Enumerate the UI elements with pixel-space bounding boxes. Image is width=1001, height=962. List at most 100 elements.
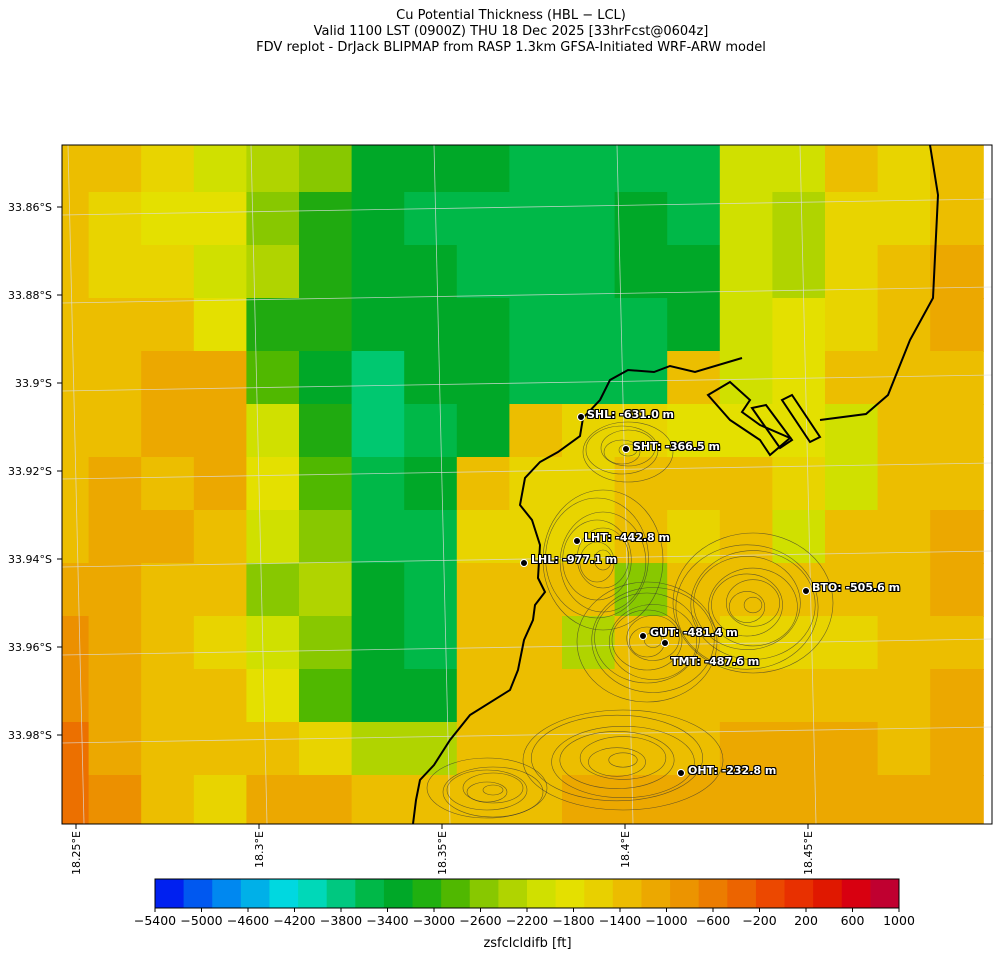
station-label-shl: SHL: -631.0 m <box>587 408 675 421</box>
raster-cell <box>246 145 300 193</box>
station-dot-lhl <box>520 559 528 567</box>
raster-cell <box>88 245 143 299</box>
raster-cell <box>456 510 511 564</box>
title-line-3: FDV replot - DrJack BLIPMAP from RASP 1.… <box>256 40 766 55</box>
raster-cell <box>141 722 195 776</box>
station-label-oht: OHT: -232.8 m <box>688 764 777 777</box>
raster-cell <box>404 563 458 617</box>
contour-line <box>530 714 704 802</box>
raster-cell <box>404 192 458 246</box>
colorbar-tick-label: −3400 <box>366 913 409 928</box>
coastline <box>412 145 940 824</box>
raster-cell <box>246 457 300 511</box>
raster-cell <box>193 192 248 246</box>
axis-ticks <box>57 206 809 829</box>
raster-cell <box>562 351 616 405</box>
colorbar-tick-label: −3800 <box>319 913 363 928</box>
contour-line <box>446 769 528 811</box>
contour-line <box>611 609 683 671</box>
raster-cell <box>877 457 932 511</box>
lat-label-1: 33.86°S <box>8 201 52 214</box>
raster-cell <box>772 404 826 458</box>
raster-cell <box>141 510 195 564</box>
raster-cell <box>351 298 406 352</box>
raster-cell <box>614 245 669 299</box>
raster-cell <box>877 245 932 299</box>
raster-cell <box>351 145 406 193</box>
contour-line <box>576 527 630 589</box>
raster-cell <box>193 145 248 193</box>
raster-cell <box>877 145 932 193</box>
station-dot-oht <box>677 769 685 777</box>
graticule <box>62 145 992 824</box>
colorbar <box>154 878 900 912</box>
raster-cell <box>930 510 984 564</box>
colorbar-swatch <box>641 879 671 908</box>
raster-cell <box>719 145 774 193</box>
raster-cell <box>930 404 984 458</box>
raster-cell <box>456 616 511 670</box>
raster-cell <box>404 669 458 723</box>
raster-cell <box>877 298 932 352</box>
colorbar-tick-label: −1400 <box>598 913 642 928</box>
raster-cell <box>88 457 143 511</box>
contour-line <box>588 747 646 777</box>
contour-line <box>643 632 663 648</box>
station-label-lht: LHT: -442.8 m <box>584 531 670 544</box>
raster-cell <box>193 351 248 405</box>
raster-cell <box>141 298 195 352</box>
raster-cell <box>772 669 826 723</box>
raster-cell <box>193 563 248 617</box>
raster-cell <box>62 510 90 564</box>
raster-cell <box>772 145 826 193</box>
colorbar-swatch <box>441 879 471 908</box>
raster-cell <box>456 351 511 405</box>
raster-cell <box>667 351 721 405</box>
contour-line <box>426 757 548 819</box>
raster-cell <box>299 457 353 511</box>
colorbar-swatch <box>212 879 242 908</box>
colorbar-swatch <box>383 879 414 908</box>
raster-cell <box>719 298 774 352</box>
colorbar-tick-label: −4600 <box>226 913 270 928</box>
contour-line <box>559 731 675 789</box>
raster-cell <box>246 722 300 776</box>
raster-cell <box>299 722 353 776</box>
raster-cell <box>299 145 353 193</box>
raster-cell <box>246 669 300 723</box>
colorbar-swatch <box>527 879 557 908</box>
raster-cell <box>351 245 406 299</box>
raster-cell <box>299 192 353 246</box>
raster-cell <box>509 775 563 824</box>
raster-cell <box>62 245 90 299</box>
raster-cell <box>614 192 669 246</box>
raster-cell <box>193 722 248 776</box>
raster-cell <box>667 510 721 564</box>
raster-cell <box>193 298 248 352</box>
raster-cell <box>930 775 984 824</box>
colorbar-swatch <box>240 879 270 908</box>
raster-cell <box>299 616 353 670</box>
raster-cell <box>614 298 669 352</box>
contour-line <box>726 579 780 627</box>
lat-label-6: 33.96°S <box>8 641 52 654</box>
contour-line <box>579 736 667 780</box>
raster-cell <box>825 404 879 458</box>
contour-line <box>672 532 834 674</box>
raster-cell <box>141 404 195 458</box>
raster-cell <box>456 669 511 723</box>
raster-cell <box>351 616 406 670</box>
raster-cell <box>299 510 353 564</box>
raster-cell <box>299 351 353 405</box>
raster-cell <box>351 457 406 511</box>
colorbar-swatch <box>298 879 328 908</box>
lon-label-4: 18.4°E <box>619 831 632 868</box>
raster-cell <box>88 775 143 824</box>
raster-cell <box>667 669 721 723</box>
raster-cell <box>299 404 353 458</box>
colorbar-swatch <box>727 879 757 908</box>
raster-cell <box>299 298 353 352</box>
raster-cell <box>62 351 90 405</box>
graticule-lon-line <box>799 145 817 824</box>
raster-cell <box>62 669 90 723</box>
